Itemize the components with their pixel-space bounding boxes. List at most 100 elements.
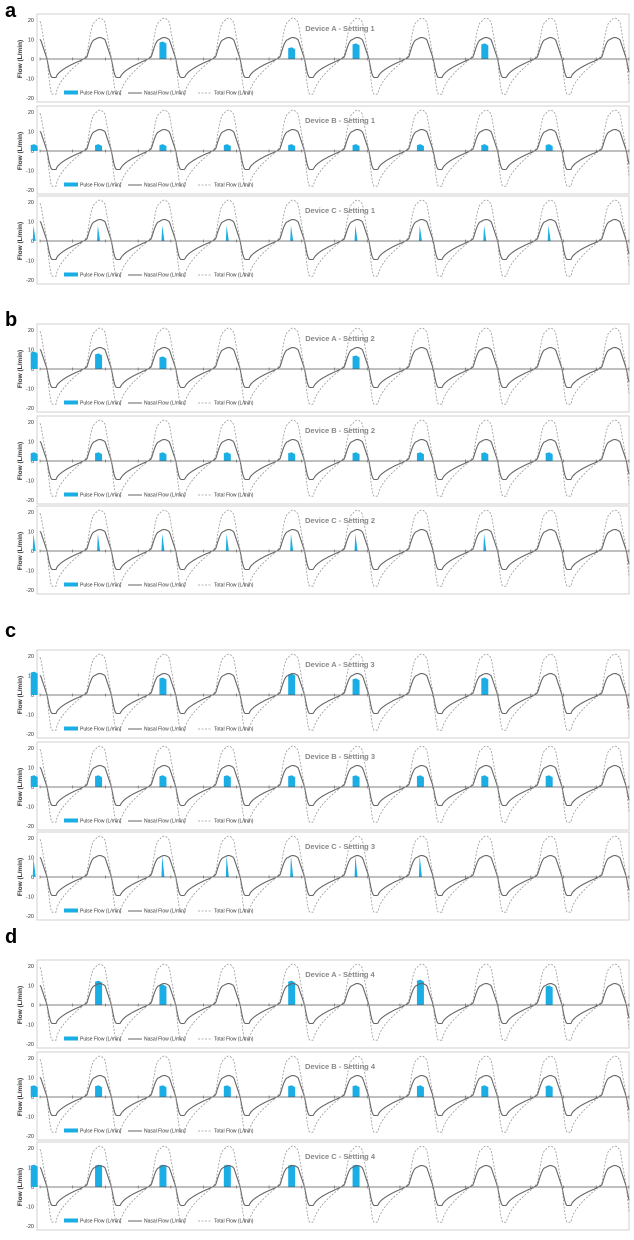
legend-swatch-pulse <box>64 182 78 187</box>
pulse-flow-spike <box>354 533 358 551</box>
y-tick-label: -10 <box>26 259 34 265</box>
y-axis-label: Flow (L/min) <box>17 676 24 714</box>
chart-title: Device B - Setting 1 <box>305 116 375 125</box>
pulse-flow-spike <box>290 225 294 241</box>
pulse-flow-bar <box>481 452 489 461</box>
legend-label-pulse: Pulse Flow (L/min) <box>80 91 122 97</box>
legend-label-pulse: Pulse Flow (L/min) <box>80 1219 122 1225</box>
legend-label-total: Total Flow (L/min) <box>214 1129 254 1135</box>
pulse-flow-bar <box>416 979 424 1005</box>
panel-label-d: d <box>5 926 18 948</box>
pulse-flow-spike <box>354 225 358 241</box>
total-flow-line <box>39 1055 630 1133</box>
pulse-flow-bar <box>288 144 296 151</box>
nasal-flow-line <box>39 765 630 807</box>
chart-title: Device C - Setting 4 <box>305 1152 376 1161</box>
legend-label-nasal: Nasal Flow (L/min) <box>144 273 186 279</box>
pulse-flow-bar <box>30 144 38 151</box>
y-tick-label: -10 <box>26 569 34 575</box>
legend-swatch-pulse <box>64 908 78 913</box>
y-tick-label: -20 <box>26 188 34 194</box>
pulse-flow-bar <box>416 144 424 151</box>
legend-label-nasal: Nasal Flow (L/min) <box>144 1129 186 1135</box>
pulse-flow-bar <box>95 452 103 461</box>
y-tick-label: 0 <box>31 1185 34 1191</box>
pulse-flow-bar <box>416 775 424 787</box>
pulse-flow-bar <box>288 673 296 695</box>
pulse-flow-spike <box>483 533 487 551</box>
pulse-flow-spike <box>225 855 229 877</box>
legend-label-pulse: Pulse Flow (L/min) <box>80 819 122 825</box>
y-tick-label: -10 <box>26 387 34 393</box>
total-flow-line <box>39 327 630 405</box>
y-axis-label: Flow (L/min) <box>17 1168 24 1206</box>
pulse-flow-bar <box>159 356 167 369</box>
legend-label-total: Total Flow (L/min) <box>214 1219 254 1225</box>
legend-label-total: Total Flow (L/min) <box>214 493 254 499</box>
legend-swatch-pulse <box>64 400 78 405</box>
y-tick-label: -20 <box>26 588 34 594</box>
pulse-flow-bar <box>30 775 38 787</box>
y-tick-label: -20 <box>26 1134 34 1140</box>
y-tick-label: 0 <box>31 693 34 699</box>
y-tick-label: -10 <box>26 169 34 175</box>
pulse-flow-bar <box>288 47 296 59</box>
nasal-flow-line <box>39 983 630 1025</box>
y-tick-label: 20 <box>28 1146 34 1152</box>
y-tick-label: 20 <box>28 420 34 426</box>
pulse-flow-bar <box>416 1085 424 1097</box>
nasal-flow-line <box>39 219 630 261</box>
total-flow-line <box>39 963 630 1041</box>
pulse-flow-bar <box>481 677 489 695</box>
pulse-flow-bar <box>159 984 167 1005</box>
y-tick-label: 0 <box>31 785 34 791</box>
pulse-flow-bar <box>352 1164 360 1187</box>
y-tick-label: 20 <box>28 110 34 116</box>
y-tick-label: 20 <box>28 200 34 206</box>
nasal-flow-line <box>39 347 630 389</box>
legend-label-total: Total Flow (L/min) <box>214 909 254 915</box>
legend-label-pulse: Pulse Flow (L/min) <box>80 1037 122 1043</box>
pulse-flow-bar <box>352 144 360 151</box>
pulse-flow-bar <box>352 452 360 461</box>
pulse-flow-spike <box>225 533 229 551</box>
pulse-flow-bar <box>288 775 296 787</box>
y-tick-label: -20 <box>26 1224 34 1230</box>
y-tick-label: -20 <box>26 824 34 830</box>
y-tick-label: 10 <box>28 530 34 536</box>
pulse-flow-spike <box>161 533 165 551</box>
pulse-flow-bar <box>30 1164 38 1187</box>
y-tick-label: -10 <box>26 1115 34 1121</box>
legend-swatch-pulse <box>64 90 78 95</box>
legend-swatch-pulse <box>64 726 78 731</box>
y-tick-label: -20 <box>26 278 34 284</box>
legend-label-total: Total Flow (L/min) <box>214 583 254 589</box>
pulse-flow-bar <box>288 1085 296 1097</box>
nasal-flow-line <box>39 855 630 897</box>
legend-label-nasal: Nasal Flow (L/min) <box>144 727 186 733</box>
pulse-flow-bar <box>545 775 553 787</box>
pulse-flow-bar <box>95 775 103 787</box>
legend-label-nasal: Nasal Flow (L/min) <box>144 1037 186 1043</box>
legend-label-pulse: Pulse Flow (L/min) <box>80 401 122 407</box>
pulse-flow-spike <box>32 857 36 877</box>
y-tick-label: 10 <box>28 130 34 136</box>
pulse-flow-bar <box>95 980 103 1005</box>
pulse-flow-bar <box>288 980 296 1005</box>
legend-swatch-pulse <box>64 1128 78 1133</box>
pulse-flow-spike <box>483 225 487 241</box>
pulse-flow-bar <box>30 671 38 695</box>
legend-swatch-pulse <box>64 1218 78 1223</box>
nasal-flow-line <box>39 37 630 79</box>
y-tick-label: -20 <box>26 732 34 738</box>
y-axis-label: Flow (L/min) <box>17 442 24 480</box>
chart-title: Device A - Setting 1 <box>305 24 374 33</box>
y-tick-label: -10 <box>26 895 34 901</box>
chart-title: Device C - Setting 1 <box>305 206 375 215</box>
y-tick-label: 0 <box>31 549 34 555</box>
pulse-flow-spike <box>354 855 358 877</box>
pulse-flow-spike <box>161 225 165 241</box>
legend-label-nasal: Nasal Flow (L/min) <box>144 91 186 97</box>
legend-label-pulse: Pulse Flow (L/min) <box>80 1129 122 1135</box>
